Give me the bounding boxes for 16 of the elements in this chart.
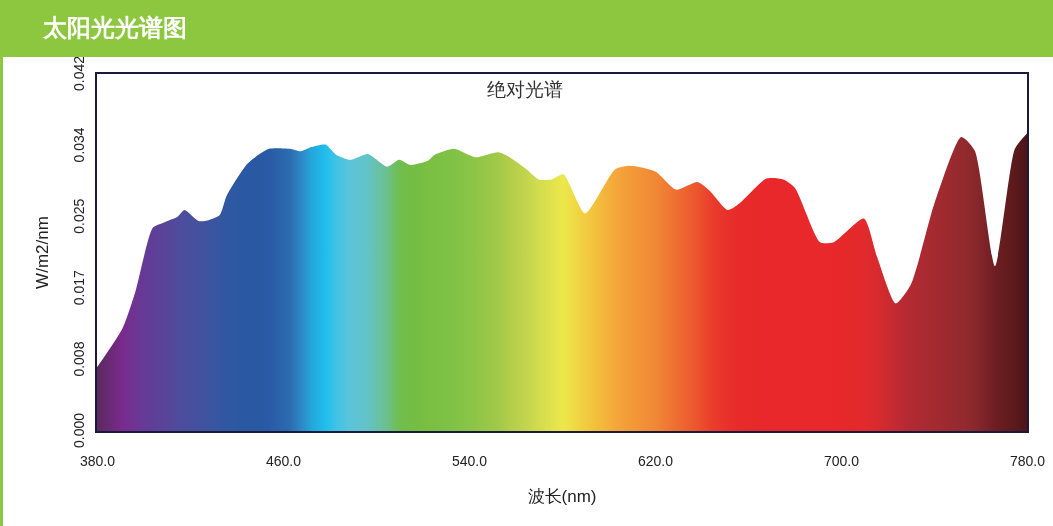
- chart-title: 太阳光光谱图: [3, 0, 1053, 57]
- y-tick-label: 0.017: [70, 269, 87, 306]
- chart-subtitle: 绝对光谱: [487, 78, 563, 100]
- x-tick-label: 700.0: [824, 453, 860, 469]
- y-tick-label: 0.042: [71, 55, 87, 91]
- y-tick-label: 0.034: [70, 127, 87, 163]
- y-tick-label: 0.000: [71, 412, 87, 448]
- y-axis-title: W/m2/nm: [33, 216, 53, 289]
- x-tick-label: 380.0: [80, 453, 116, 469]
- x-tick-label: 780.0: [1010, 453, 1046, 469]
- x-tick-label: 540.0: [452, 453, 488, 469]
- y-tick-label: 0.008: [71, 341, 88, 377]
- x-tick-label: 620.0: [638, 453, 674, 469]
- x-axis-title: 波长(nm): [527, 486, 597, 506]
- y-tick-label: 0.025: [71, 198, 88, 234]
- x-tick-label: 460.0: [266, 453, 302, 469]
